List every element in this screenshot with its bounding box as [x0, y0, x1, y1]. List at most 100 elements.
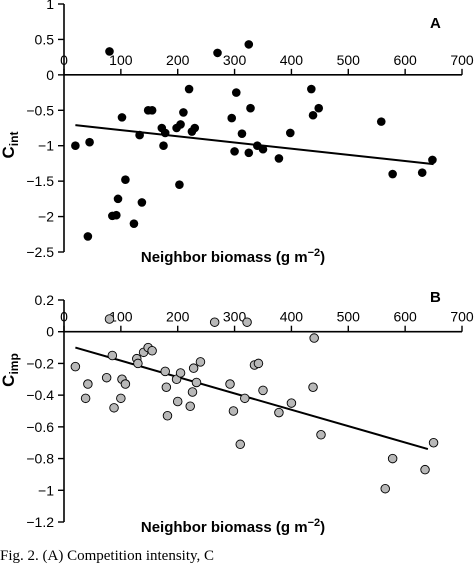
data-point — [258, 385, 268, 396]
data-point — [112, 210, 121, 220]
data-point — [274, 407, 284, 418]
data-point — [172, 396, 183, 407]
y-tick-label: 0.5 — [35, 31, 55, 47]
data-point — [308, 110, 318, 120]
y-tick-label: −0.5 — [26, 102, 54, 118]
y-tick-label: −1 — [38, 482, 54, 498]
data-point — [113, 194, 123, 204]
data-point — [184, 84, 194, 94]
x-tick-label: 200 — [166, 52, 190, 68]
data-point — [162, 411, 173, 421]
data-point — [147, 105, 157, 115]
figure-caption: Fig. 2. (A) Competition intensity, C — [0, 548, 215, 564]
x-axis-title: Neighbor biomass (g m−2) — [141, 247, 325, 266]
y-tick-label: −2 — [38, 209, 54, 225]
data-point — [175, 180, 184, 189]
y-axis-title: Cint — [0, 132, 21, 159]
data-point — [209, 317, 220, 327]
data-point — [117, 113, 127, 122]
data-point — [80, 393, 91, 404]
data-point — [107, 350, 118, 361]
data-point — [187, 387, 198, 397]
data-point — [116, 393, 126, 404]
data-point — [137, 198, 147, 207]
data-point — [316, 430, 326, 440]
data-point — [129, 219, 139, 228]
data-point — [225, 379, 235, 389]
data-point — [179, 108, 188, 117]
x-tick-label: 200 — [166, 309, 190, 325]
data-point — [176, 120, 185, 129]
y-tick-label: 0 — [46, 324, 54, 340]
data-point — [258, 144, 268, 154]
data-point — [185, 401, 195, 411]
data-point — [83, 379, 93, 389]
x-tick-label: 600 — [393, 52, 417, 68]
x-tick-label: 0 — [60, 309, 68, 325]
data-point — [274, 154, 284, 163]
y-tick-label: 1 — [46, 0, 54, 12]
panel-letter: A — [430, 15, 441, 32]
x-tick-label: 0 — [60, 52, 68, 68]
y-axis-title: Cimp — [0, 353, 21, 387]
data-point — [85, 137, 94, 147]
data-point — [240, 393, 250, 404]
data-point — [101, 372, 112, 383]
data-point — [104, 314, 115, 324]
data-point — [159, 141, 168, 151]
data-point — [71, 141, 80, 151]
data-point — [309, 333, 319, 343]
data-point — [190, 123, 200, 133]
data-point — [380, 483, 390, 494]
y-tick-label: −1 — [38, 138, 54, 154]
y-tick-label: −1.2 — [26, 514, 54, 530]
data-point — [83, 232, 93, 241]
data-point — [244, 40, 254, 49]
data-point — [160, 128, 170, 138]
data-point — [230, 147, 239, 156]
data-point — [135, 130, 144, 140]
y-tick-label: −2.5 — [26, 244, 54, 260]
x-tick-label: 700 — [450, 52, 474, 68]
x-tick-label: 100 — [109, 309, 133, 325]
x-tick-label: 300 — [223, 309, 247, 325]
data-point — [231, 88, 241, 97]
x-tick-label: 100 — [109, 52, 133, 68]
x-tick-label: 700 — [450, 309, 474, 325]
data-point — [388, 169, 397, 179]
data-point — [235, 439, 246, 450]
y-tick-label: 0 — [46, 67, 54, 83]
data-point — [160, 366, 170, 377]
data-point — [213, 48, 222, 58]
data-point — [242, 317, 252, 327]
data-point — [387, 453, 398, 464]
data-point — [428, 155, 437, 165]
data-point — [191, 377, 202, 388]
y-tick-label: −1.5 — [26, 173, 54, 189]
data-point — [285, 128, 295, 138]
data-point — [244, 148, 254, 158]
y-tick-label: −0.8 — [26, 451, 54, 467]
data-point — [417, 168, 427, 177]
data-point — [175, 368, 186, 378]
data-point — [308, 382, 318, 392]
data-point — [105, 47, 114, 56]
data-point — [133, 358, 143, 369]
data-point — [246, 103, 255, 113]
x-tick-label: 400 — [280, 52, 304, 68]
x-tick-label: 300 — [223, 52, 247, 68]
data-point — [120, 379, 131, 389]
x-tick-label: 400 — [280, 309, 304, 325]
data-point — [70, 361, 81, 372]
data-point — [188, 363, 199, 373]
y-tick-label: 0.2 — [35, 292, 55, 308]
y-tick-label: −0.6 — [26, 419, 54, 435]
panel-letter: B — [430, 289, 441, 306]
x-tick-label: 500 — [337, 52, 361, 68]
data-point — [428, 437, 439, 448]
data-point — [228, 406, 239, 416]
data-point — [161, 382, 172, 392]
data-point — [121, 175, 130, 185]
x-axis-title: Neighbor biomass (g m−2) — [141, 517, 325, 536]
